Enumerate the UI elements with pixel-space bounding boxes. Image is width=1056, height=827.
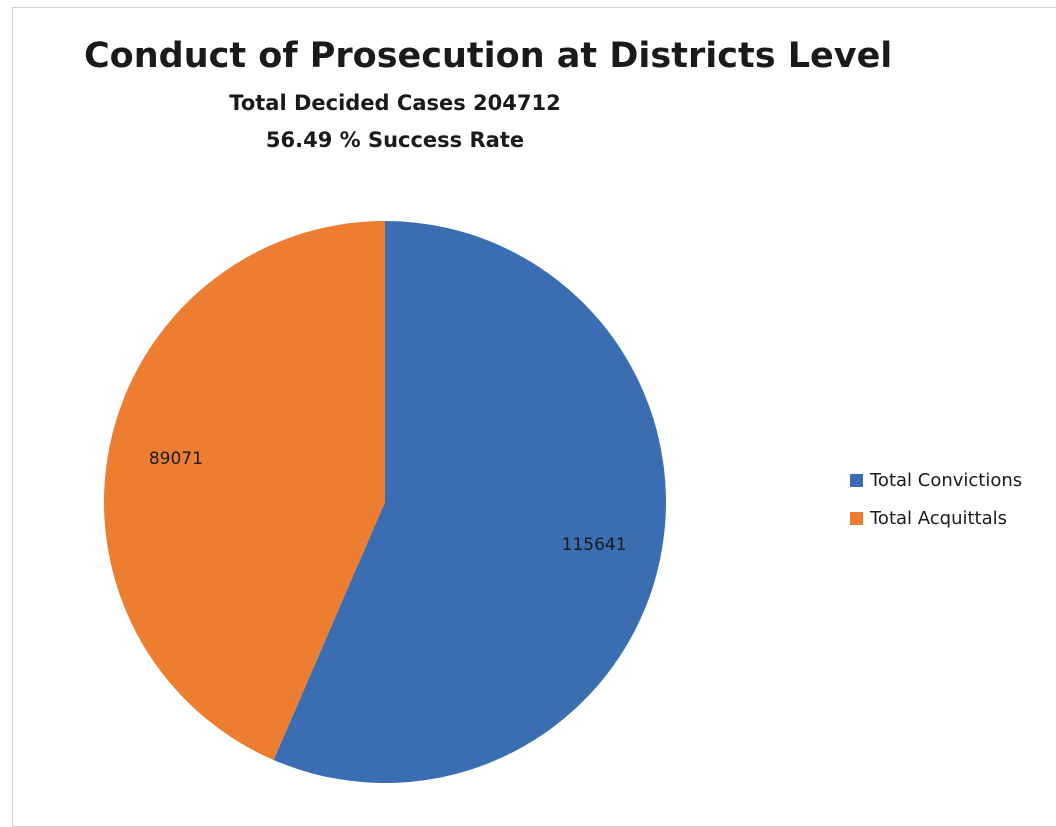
chart-legend: Total Convictions Total Acquittals [850,468,1022,544]
legend-swatch-total-convictions [850,473,863,487]
chart-subtitle-success-rate: 56.49 % Success Rate [265,128,525,152]
legend-item-total-acquittals: Total Acquittals [850,506,1022,530]
data-label-total-convictions: 115641 [562,535,627,555]
pie-slices [103,221,666,784]
legend-label-total-acquittals: Total Acquittals [870,507,1008,529]
pie-slice-total-acquittals [103,221,385,760]
legend-item-total-convictions: Total Convictions [850,468,1022,492]
chart-subtitle-total-cases: Total Decided Cases 204712 [229,91,561,115]
pie-slice-total-convictions [273,221,666,784]
data-label-total-acquittals: 89071 [149,449,203,469]
legend-label-total-convictions: Total Convictions [870,469,1023,491]
legend-swatch-total-acquittals [850,511,863,525]
pie-data-labels: 115641 89071 [149,449,627,555]
chart-title: Conduct of Prosecution at Districts Leve… [84,36,893,76]
